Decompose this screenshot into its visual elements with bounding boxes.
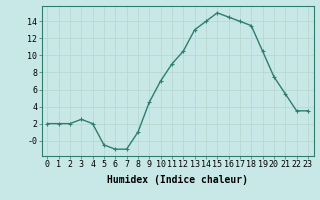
- X-axis label: Humidex (Indice chaleur): Humidex (Indice chaleur): [107, 175, 248, 185]
